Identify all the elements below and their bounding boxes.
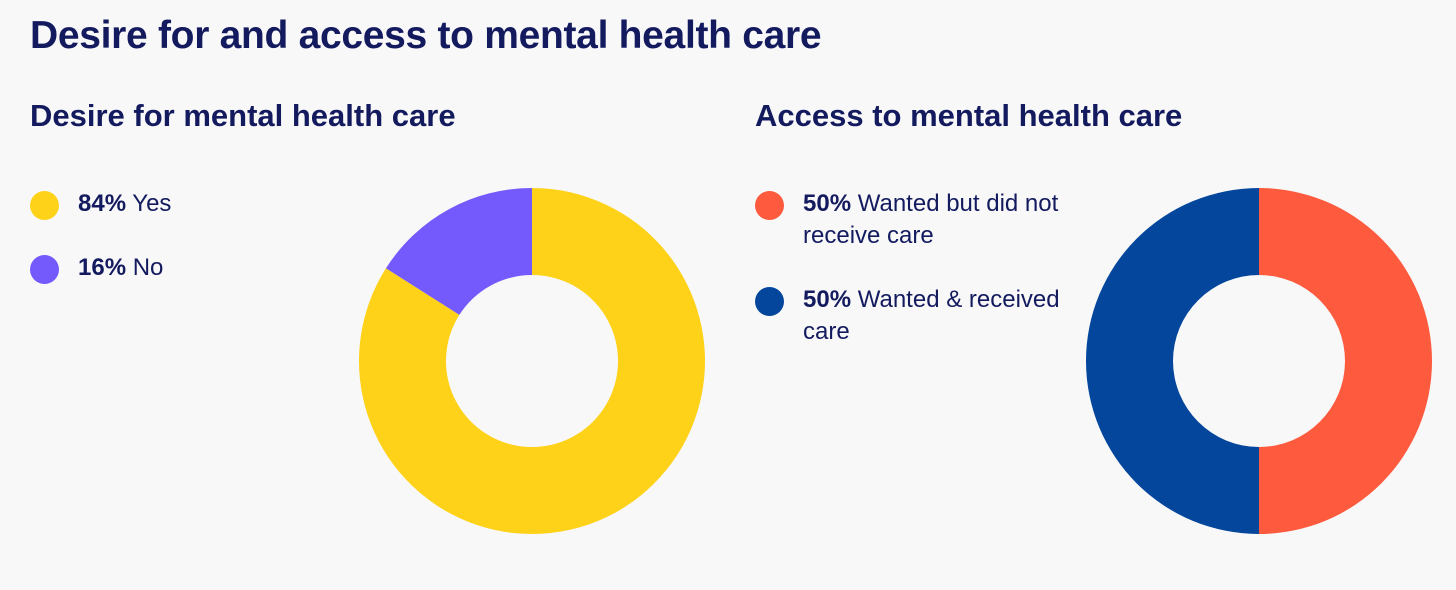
legend-label: Wanted but did not receive care — [803, 190, 1059, 249]
legend-label: Wanted & received care — [803, 286, 1060, 345]
legend-item-no: 16% No — [30, 252, 171, 284]
legend-swatch — [30, 255, 59, 284]
legend-percent: 50% — [803, 286, 852, 313]
legend-label: Yes — [132, 190, 172, 217]
donut-slice-1 — [385, 188, 532, 315]
legend-percent: 84% — [78, 190, 127, 217]
donut-slice-1 — [1086, 188, 1259, 534]
legend-item-yes: 84% Yes — [30, 188, 171, 220]
legend-swatch — [755, 191, 784, 220]
legend-percent: 16% — [78, 254, 127, 281]
legend-label: No — [132, 254, 164, 281]
donut-slice-0 — [359, 188, 705, 534]
legend-swatch — [30, 191, 59, 220]
legend-item-received: 50% Wanted & received care — [755, 284, 1063, 348]
donut-chart-desire — [359, 188, 705, 534]
page-title: Desire for and access to mental health c… — [30, 14, 822, 57]
chart-panel-access: Access to mental health care 50% Wanted … — [728, 0, 1456, 590]
chart-title: Desire for mental health care — [30, 98, 456, 133]
chart-title: Access to mental health care — [755, 98, 1183, 133]
legend-swatch — [755, 287, 784, 316]
donut-slice-0 — [1259, 188, 1432, 534]
legend-item-not-received: 50% Wanted but did not receive care — [755, 188, 1063, 252]
legend: 50% Wanted but did not receive care 50% … — [755, 188, 1063, 380]
donut-chart-access — [1086, 188, 1432, 534]
legend-percent: 50% — [803, 190, 852, 217]
legend: 84% Yes 16% No — [30, 188, 171, 316]
chart-panel-desire: Desire for mental health care 84% Yes 16… — [30, 98, 705, 534]
